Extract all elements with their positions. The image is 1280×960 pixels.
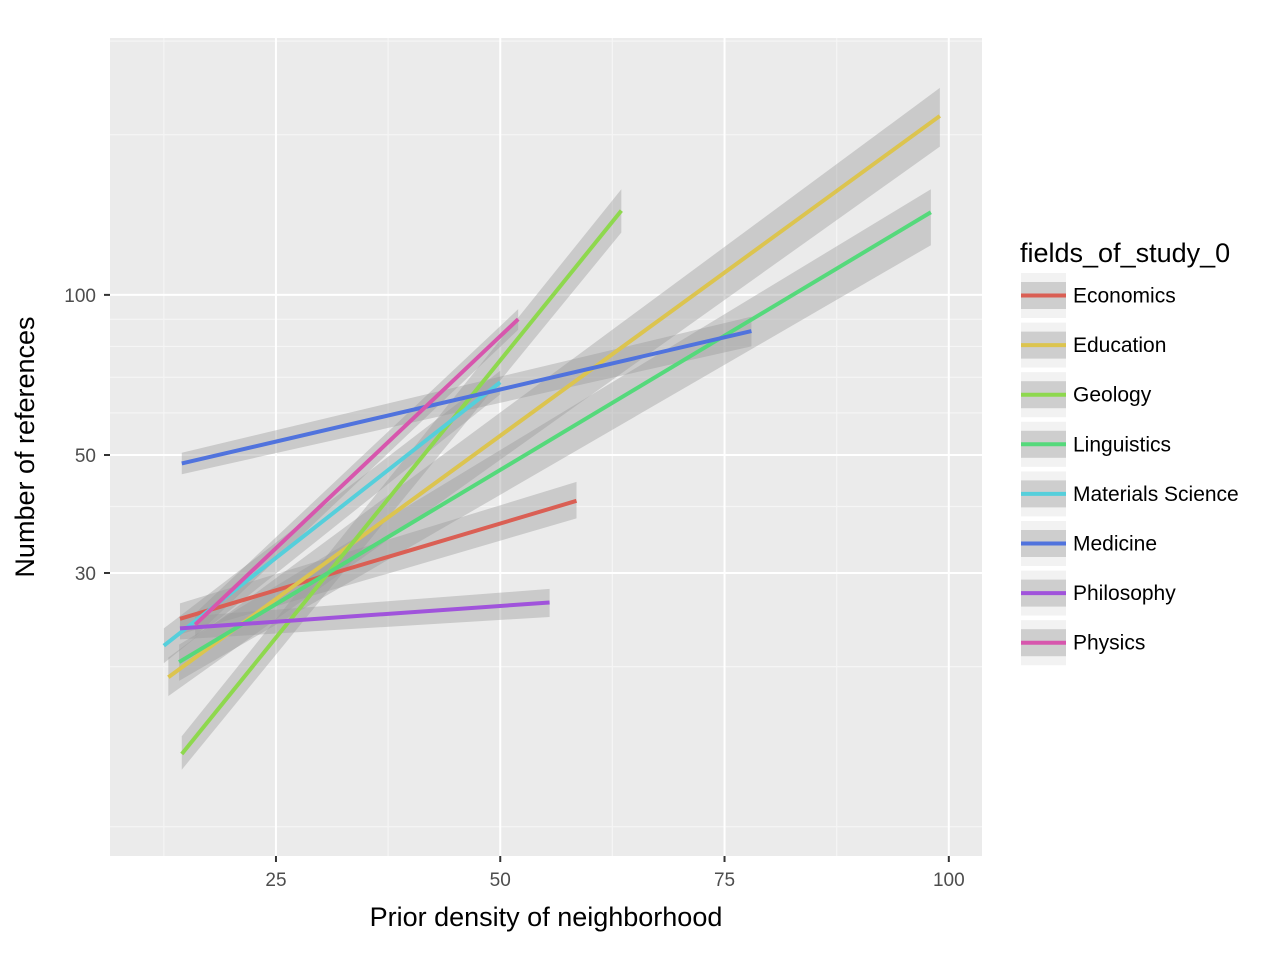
legend-label: Geology (1073, 384, 1152, 407)
legend-title: fields_of_study_0 (1020, 238, 1230, 268)
x-axis-title: Prior density of neighborhood (370, 902, 723, 932)
x-tick-label: 25 (265, 870, 286, 891)
ribbon-materials-science (163, 370, 501, 664)
legend-label: Medicine (1073, 533, 1157, 556)
legend: fields_of_study_0 Economics Education Geol… (1020, 238, 1239, 666)
legend-item-philosophy: Philosophy (1021, 570, 1176, 616)
legend-item-materials-science: Materials Science (1021, 471, 1239, 517)
legend-item-education: Education (1021, 322, 1166, 368)
x-axis: 25 50 75 100 (265, 856, 965, 891)
legend-item-linguistics: Linguistics (1021, 421, 1171, 467)
legend-item-geology: Geology (1021, 372, 1152, 418)
minor-gridlines (110, 38, 982, 856)
y-tick-label: 100 (64, 286, 96, 307)
legend-label: Economics (1073, 285, 1176, 308)
line-economics (179, 498, 578, 621)
y-tick-label: 30 (75, 564, 96, 585)
trend-lines (162, 114, 942, 756)
legend-label: Education (1073, 334, 1166, 357)
legend-label: Linguistics (1073, 433, 1171, 456)
y-axis-title: Number of references (10, 316, 40, 577)
ribbon-education (168, 87, 940, 697)
line-geology (180, 209, 623, 756)
legend-item-physics: Physics (1021, 620, 1145, 666)
x-tick-label: 50 (490, 870, 511, 891)
x-tick-label: 100 (933, 870, 965, 891)
y-axis: 30 50 100 (64, 286, 110, 585)
line-philosophy (179, 600, 550, 631)
line-medicine (181, 329, 752, 466)
y-tick-label: 50 (75, 446, 96, 467)
legend-item-economics: Economics (1021, 273, 1176, 318)
legend-label: Philosophy (1073, 582, 1176, 605)
line-linguistics (178, 210, 932, 664)
line-education (167, 114, 942, 679)
legend-item-medicine: Medicine (1021, 521, 1157, 566)
legend-label: Physics (1073, 632, 1145, 655)
line-physics (193, 317, 520, 626)
x-tick-label: 75 (714, 870, 735, 891)
legend-label: Materials Science (1073, 483, 1239, 506)
